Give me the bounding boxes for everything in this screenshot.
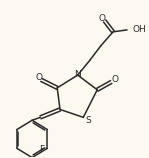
Text: O: O [35, 73, 42, 82]
Text: O: O [98, 14, 105, 23]
Text: OH: OH [133, 25, 146, 34]
Text: F: F [39, 145, 44, 154]
Text: N: N [74, 70, 81, 79]
Text: O: O [111, 76, 118, 85]
Text: S: S [85, 116, 91, 125]
